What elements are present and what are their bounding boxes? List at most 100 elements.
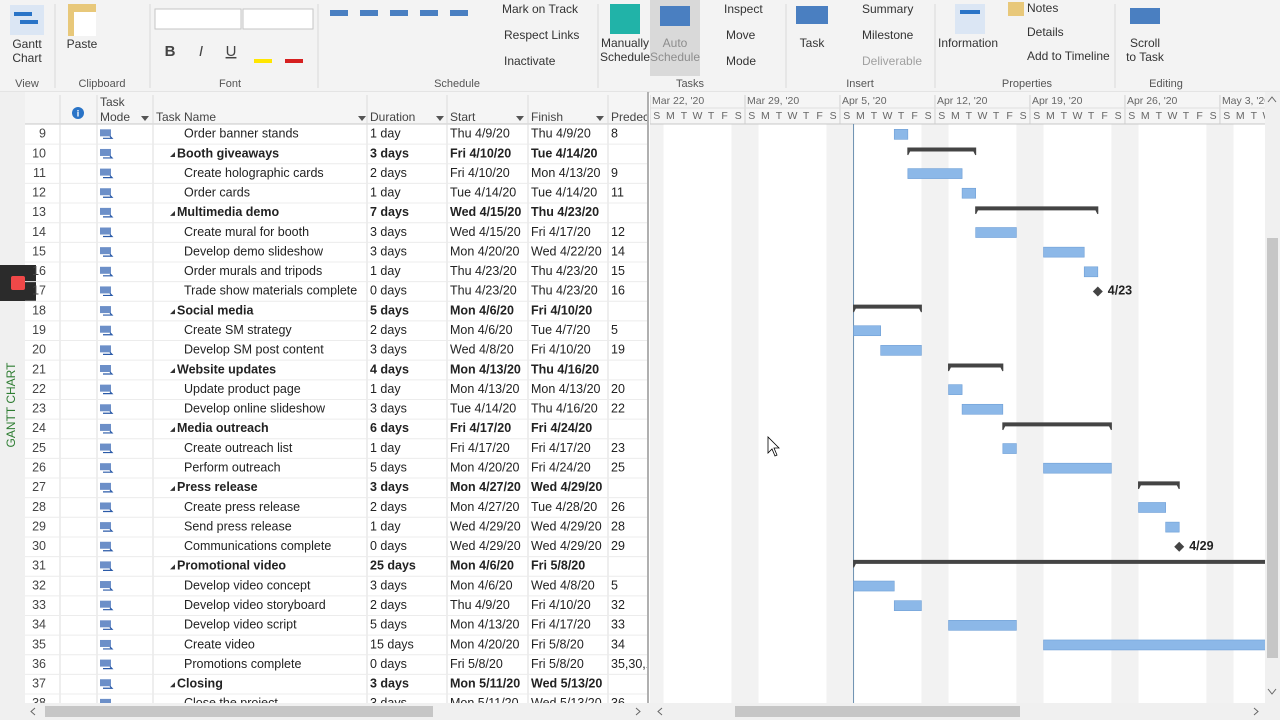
ribbon-button[interactable]: Scroll xyxy=(1130,36,1160,50)
filter-arrow[interactable] xyxy=(141,116,149,121)
task-name[interactable]: Order banner stands xyxy=(184,127,299,141)
task-bar[interactable] xyxy=(880,345,922,356)
column-header[interactable]: Start xyxy=(450,110,476,124)
collapse-triangle[interactable] xyxy=(170,151,175,157)
task-name[interactable]: Order murals and tripods xyxy=(184,264,322,278)
task-bar[interactable] xyxy=(961,403,1004,415)
task-bar[interactable] xyxy=(1165,521,1180,533)
collapse-triangle[interactable] xyxy=(170,210,175,216)
task-bar[interactable] xyxy=(975,227,1017,238)
task-bar[interactable] xyxy=(893,600,922,611)
task-name[interactable]: Website updates xyxy=(177,362,276,376)
task-bar[interactable] xyxy=(1138,502,1166,513)
task-bar[interactable] xyxy=(1043,639,1280,651)
task-name[interactable]: Communications complete xyxy=(184,539,331,553)
task-name[interactable]: Develop demo slideshow xyxy=(184,244,324,258)
task-name[interactable]: Perform outreach xyxy=(184,460,281,474)
italic-button[interactable]: I xyxy=(199,43,203,60)
task-bar[interactable] xyxy=(948,620,1017,631)
task-bar[interactable] xyxy=(1043,246,1085,258)
task-name[interactable]: Send press release xyxy=(184,519,292,533)
ribbon-button[interactable]: Move xyxy=(726,28,756,42)
task-bar[interactable] xyxy=(853,325,881,337)
task-name[interactable]: Order cards xyxy=(184,186,250,200)
task-bar[interactable] xyxy=(961,187,976,199)
task-name[interactable]: Develop online slideshow xyxy=(184,402,326,416)
scroll-thumb[interactable] xyxy=(1267,238,1278,658)
task-bar[interactable] xyxy=(1043,462,1112,474)
ribbon-button[interactable]: Details xyxy=(1027,25,1064,39)
task-name[interactable]: Multimedia demo xyxy=(177,205,279,219)
ribbon-button[interactable]: Inspect xyxy=(724,2,763,16)
task-name[interactable]: Press release xyxy=(177,480,258,494)
filter-arrow[interactable] xyxy=(516,116,524,121)
task-name[interactable]: Develop video script xyxy=(184,618,297,632)
task-name[interactable]: Create SM strategy xyxy=(184,323,292,337)
scroll-down[interactable] xyxy=(1267,688,1277,695)
table-scroll-thumb[interactable] xyxy=(45,706,433,717)
task-name[interactable]: Promotional video xyxy=(177,559,286,573)
collapse-triangle[interactable] xyxy=(170,309,175,315)
task-bar[interactable] xyxy=(893,129,909,140)
ribbon-button[interactable]: Mark on Track xyxy=(502,2,579,16)
scroll-arrows[interactable] xyxy=(30,707,1259,716)
collapse-triangle[interactable] xyxy=(170,368,175,373)
collapse-triangle[interactable] xyxy=(170,485,175,491)
task-name[interactable]: Promotions complete xyxy=(184,657,301,671)
task-name[interactable]: Social media xyxy=(177,303,254,317)
task-name[interactable]: Create mural for booth xyxy=(184,225,309,239)
column-header[interactable]: Predecessors xyxy=(611,110,684,124)
task-name[interactable]: Trade show materials complete xyxy=(184,284,357,298)
gantt-scroll-thumb[interactable] xyxy=(735,706,1020,717)
nonworking-day xyxy=(826,124,840,703)
task-bar[interactable] xyxy=(948,384,963,395)
column-header[interactable]: Finish xyxy=(531,110,563,124)
task-name[interactable]: Create press release xyxy=(184,500,300,514)
summary-bar xyxy=(907,147,977,156)
filter-arrow[interactable] xyxy=(358,116,366,121)
task-bar[interactable] xyxy=(853,580,895,592)
collapse-triangle[interactable] xyxy=(170,564,175,570)
collapse-triangle[interactable] xyxy=(170,682,175,688)
task-name[interactable]: Develop video storyboard xyxy=(184,598,326,612)
task-name[interactable]: Update product page xyxy=(184,382,301,396)
bold-button[interactable]: B xyxy=(165,43,176,60)
ribbon-button[interactable]: Manually xyxy=(601,36,649,50)
collapse-triangle[interactable] xyxy=(170,426,175,432)
ribbon-button[interactable]: Schedule xyxy=(600,50,650,64)
ribbon-button[interactable]: Notes xyxy=(1027,1,1058,15)
ribbon-button[interactable]: Paste xyxy=(67,37,98,51)
ribbon-button[interactable]: Chart xyxy=(12,51,42,65)
task-name[interactable]: Create holographic cards xyxy=(184,166,324,180)
column-header[interactable]: Mode xyxy=(100,110,130,124)
task-name[interactable]: Media outreach xyxy=(177,421,269,435)
column-header[interactable]: Duration xyxy=(370,110,415,124)
filter-arrow[interactable] xyxy=(436,116,444,121)
underline-button[interactable]: U xyxy=(226,43,237,60)
ribbon-button[interactable]: Summary xyxy=(862,2,913,16)
ribbon-button[interactable]: Information xyxy=(938,36,998,50)
task-name[interactable]: Closing xyxy=(177,677,223,691)
task-name[interactable]: Create video xyxy=(184,637,255,651)
task-bar[interactable] xyxy=(907,168,963,179)
filter-arrow[interactable] xyxy=(596,116,604,121)
task-name[interactable]: Develop video concept xyxy=(184,578,311,592)
ribbon-button[interactable]: Task xyxy=(800,36,826,50)
scroll-up[interactable] xyxy=(1267,96,1277,103)
task-name[interactable]: Develop SM post content xyxy=(184,343,324,357)
task-name[interactable]: Create outreach list xyxy=(184,441,293,455)
ribbon-button[interactable]: Inactivate xyxy=(504,54,556,68)
ribbon-button[interactable]: Gantt xyxy=(12,37,42,51)
ribbon-button[interactable]: Milestone xyxy=(862,28,914,42)
ribbon-button[interactable]: to Task xyxy=(1126,50,1165,64)
ribbon-button[interactable]: Deliverable xyxy=(862,54,922,68)
ribbon-button[interactable]: Respect Links xyxy=(504,28,579,42)
task-name[interactable]: Booth giveaways xyxy=(177,146,279,160)
column-header[interactable]: Task Name xyxy=(156,110,216,124)
ribbon-button[interactable]: Add to Timeline xyxy=(1027,49,1110,63)
task-bar[interactable] xyxy=(1083,266,1099,278)
task-bar[interactable] xyxy=(1002,443,1017,454)
task-name[interactable]: Close the project xyxy=(184,696,278,710)
column-header[interactable]: Task xyxy=(100,95,126,109)
ribbon-button[interactable]: Mode xyxy=(726,54,756,68)
